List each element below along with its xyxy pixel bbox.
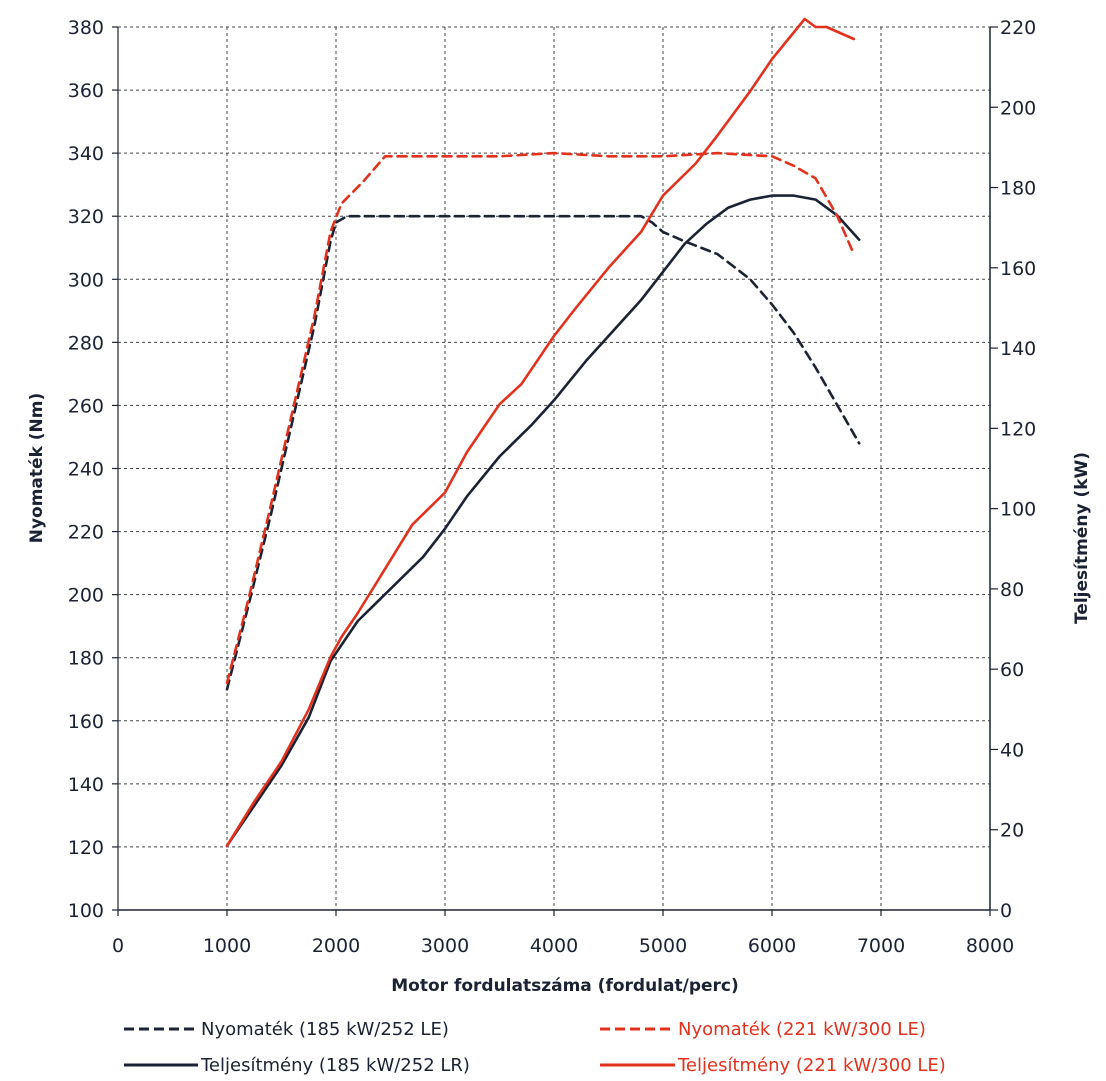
x-tick-label: 3000 — [421, 935, 469, 957]
y-left-tick-label: 120 — [68, 837, 104, 859]
y-right-tick-label: 80 — [1000, 579, 1024, 601]
y-right-tick-label: 180 — [1000, 178, 1036, 200]
y-left-tick-label: 380 — [68, 17, 104, 39]
x-axis-title: Motor fordulatszáma (fordulat/perc) — [391, 976, 739, 996]
x-tick-label: 4000 — [530, 935, 578, 957]
y-axis-right-title: Teljesítmény (kW) — [1072, 452, 1092, 624]
y-right-tick-label: 120 — [1000, 418, 1036, 440]
x-tick-label: 1000 — [203, 935, 251, 957]
y-left-tick-label: 260 — [68, 395, 104, 417]
series-line-2 — [225, 194, 861, 848]
y-right-tick-label: 140 — [1000, 338, 1036, 360]
legend-label-2: Teljesítmény (185 kW/252 LR) — [200, 1055, 470, 1076]
series-line-4 — [225, 17, 856, 848]
x-tick-label: 0 — [112, 935, 124, 957]
x-tick-label: 2000 — [312, 935, 360, 957]
series-line-3 — [225, 151, 856, 685]
y-left-tick-label: 240 — [68, 459, 104, 481]
y-left-tick-label: 220 — [68, 522, 104, 544]
y-left-tick-label: 200 — [68, 585, 104, 607]
y-axis-left-title: Nyomaték (Nm) — [27, 393, 47, 544]
y-right-tick-label: 220 — [1000, 17, 1036, 39]
legend-label-3: Nyomaték (221 kW/300 LE) — [678, 1019, 926, 1040]
legend-label-4: Teljesítmény (221 kW/300 LE) — [677, 1055, 946, 1076]
x-tick-label: 6000 — [748, 935, 796, 957]
y-right-tick-label: 160 — [1000, 258, 1036, 280]
y-left-tick-label: 340 — [68, 143, 104, 165]
x-tick-label: 8000 — [966, 935, 1014, 957]
y-left-tick-label: 180 — [68, 648, 104, 670]
y-left-tick-label: 160 — [68, 711, 104, 733]
axes — [112, 26, 998, 916]
y-left-tick-label: 320 — [68, 206, 104, 228]
grid — [118, 26, 990, 910]
legend-label-1: Nyomaték (185 kW/252 LE) — [201, 1019, 449, 1040]
y-right-tick-label: 40 — [1000, 739, 1024, 761]
series-line-1 — [225, 214, 861, 691]
y-right-tick-label: 60 — [1000, 659, 1024, 681]
y-right-tick-label: 0 — [1000, 900, 1012, 922]
x-tick-label: 5000 — [639, 935, 687, 957]
y-left-tick-label: 280 — [68, 332, 104, 354]
y-left-tick-label: 300 — [68, 269, 104, 291]
y-right-tick-label: 20 — [1000, 820, 1024, 842]
x-tick-label: 7000 — [857, 935, 905, 957]
tick-labels: 0 1000 2000 3000 4000 5000 6000 7000 80001001201… — [68, 17, 1037, 957]
y-right-tick-label: 100 — [1000, 499, 1036, 521]
y-left-tick-label: 140 — [68, 774, 104, 796]
y-left-tick-label: 360 — [68, 80, 104, 102]
y-left-tick-label: 100 — [68, 900, 104, 922]
series-lines — [225, 17, 861, 848]
legend: Nyomaték (185 kW/252 LE) Teljesítmény (1… — [124, 1019, 946, 1076]
y-right-tick-label: 200 — [1000, 97, 1036, 119]
